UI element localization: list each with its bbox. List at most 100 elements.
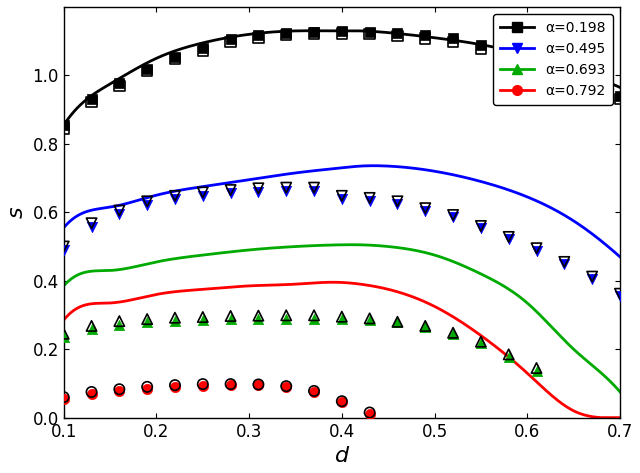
Point xyxy=(337,315,347,323)
Point xyxy=(365,31,375,38)
Point xyxy=(59,333,69,341)
Point xyxy=(142,385,152,392)
Point xyxy=(59,243,69,250)
Point xyxy=(365,316,375,324)
Point xyxy=(392,198,403,205)
Point xyxy=(114,387,124,395)
Point xyxy=(198,47,208,54)
Point xyxy=(587,84,597,91)
Point xyxy=(337,313,347,321)
Point xyxy=(142,198,152,205)
Point xyxy=(504,235,514,243)
Point xyxy=(559,71,570,79)
Point xyxy=(309,30,319,37)
Point xyxy=(392,318,403,325)
Point xyxy=(114,82,124,89)
Point xyxy=(531,61,541,69)
Point xyxy=(170,192,180,200)
Point xyxy=(420,323,430,331)
Point xyxy=(281,29,291,36)
Point xyxy=(86,98,97,106)
Point xyxy=(225,186,236,194)
Point xyxy=(281,315,291,323)
Point xyxy=(170,195,180,203)
Point xyxy=(309,387,319,395)
Point xyxy=(365,28,375,35)
Point xyxy=(309,187,319,194)
Point xyxy=(86,322,97,330)
Point xyxy=(504,353,514,360)
Point xyxy=(420,31,430,39)
Point xyxy=(504,233,514,241)
Point xyxy=(86,96,97,103)
Point xyxy=(225,190,236,197)
Point xyxy=(170,53,180,61)
Point xyxy=(59,395,69,403)
Point xyxy=(476,222,486,230)
Point xyxy=(448,330,458,338)
Point xyxy=(281,31,291,39)
Point xyxy=(559,261,570,268)
Point xyxy=(198,380,208,388)
Point xyxy=(309,28,319,35)
Point xyxy=(448,329,458,337)
Point xyxy=(253,312,264,319)
Point xyxy=(114,79,124,87)
Point xyxy=(225,381,236,389)
Point xyxy=(59,246,69,254)
Point xyxy=(392,32,403,40)
Point xyxy=(253,31,264,39)
Point xyxy=(392,319,403,326)
Point xyxy=(365,409,375,416)
Point xyxy=(365,194,375,201)
Point xyxy=(531,364,541,372)
Point xyxy=(365,315,375,322)
Point xyxy=(392,29,403,36)
Point xyxy=(476,41,486,48)
Point xyxy=(114,207,124,214)
Point xyxy=(504,52,514,59)
Point xyxy=(86,325,97,333)
Point xyxy=(142,201,152,209)
Point xyxy=(114,317,124,325)
Point xyxy=(392,200,403,208)
Point xyxy=(337,30,347,37)
Point xyxy=(615,95,625,103)
Point xyxy=(225,312,236,320)
Point xyxy=(420,35,430,42)
Point xyxy=(615,290,625,298)
Point xyxy=(253,381,264,389)
Point xyxy=(448,211,458,219)
Point xyxy=(309,388,319,396)
Point xyxy=(198,44,208,52)
Point xyxy=(476,338,486,345)
Legend: α=0.198, α=0.495, α=0.693, α=0.792: α=0.198, α=0.495, α=0.693, α=0.792 xyxy=(493,14,613,105)
Point xyxy=(198,192,208,200)
Point xyxy=(337,192,347,200)
Point xyxy=(615,292,625,300)
Point xyxy=(142,65,152,72)
Point xyxy=(281,312,291,319)
Point xyxy=(142,315,152,323)
Point xyxy=(59,394,69,401)
Point xyxy=(337,398,347,406)
Point xyxy=(170,383,180,391)
Point xyxy=(198,189,208,196)
Point xyxy=(170,314,180,322)
Point xyxy=(198,316,208,324)
Point xyxy=(170,55,180,63)
Point xyxy=(504,48,514,56)
Point xyxy=(587,80,597,88)
Point xyxy=(420,204,430,212)
Point xyxy=(59,125,69,132)
Point xyxy=(225,38,236,45)
Point xyxy=(142,383,152,391)
Point xyxy=(476,45,486,53)
Y-axis label: s: s xyxy=(7,207,27,218)
Point xyxy=(337,195,347,203)
Point xyxy=(142,319,152,326)
Point xyxy=(309,312,319,319)
Point xyxy=(309,315,319,323)
Point xyxy=(531,245,541,252)
Point xyxy=(281,382,291,390)
